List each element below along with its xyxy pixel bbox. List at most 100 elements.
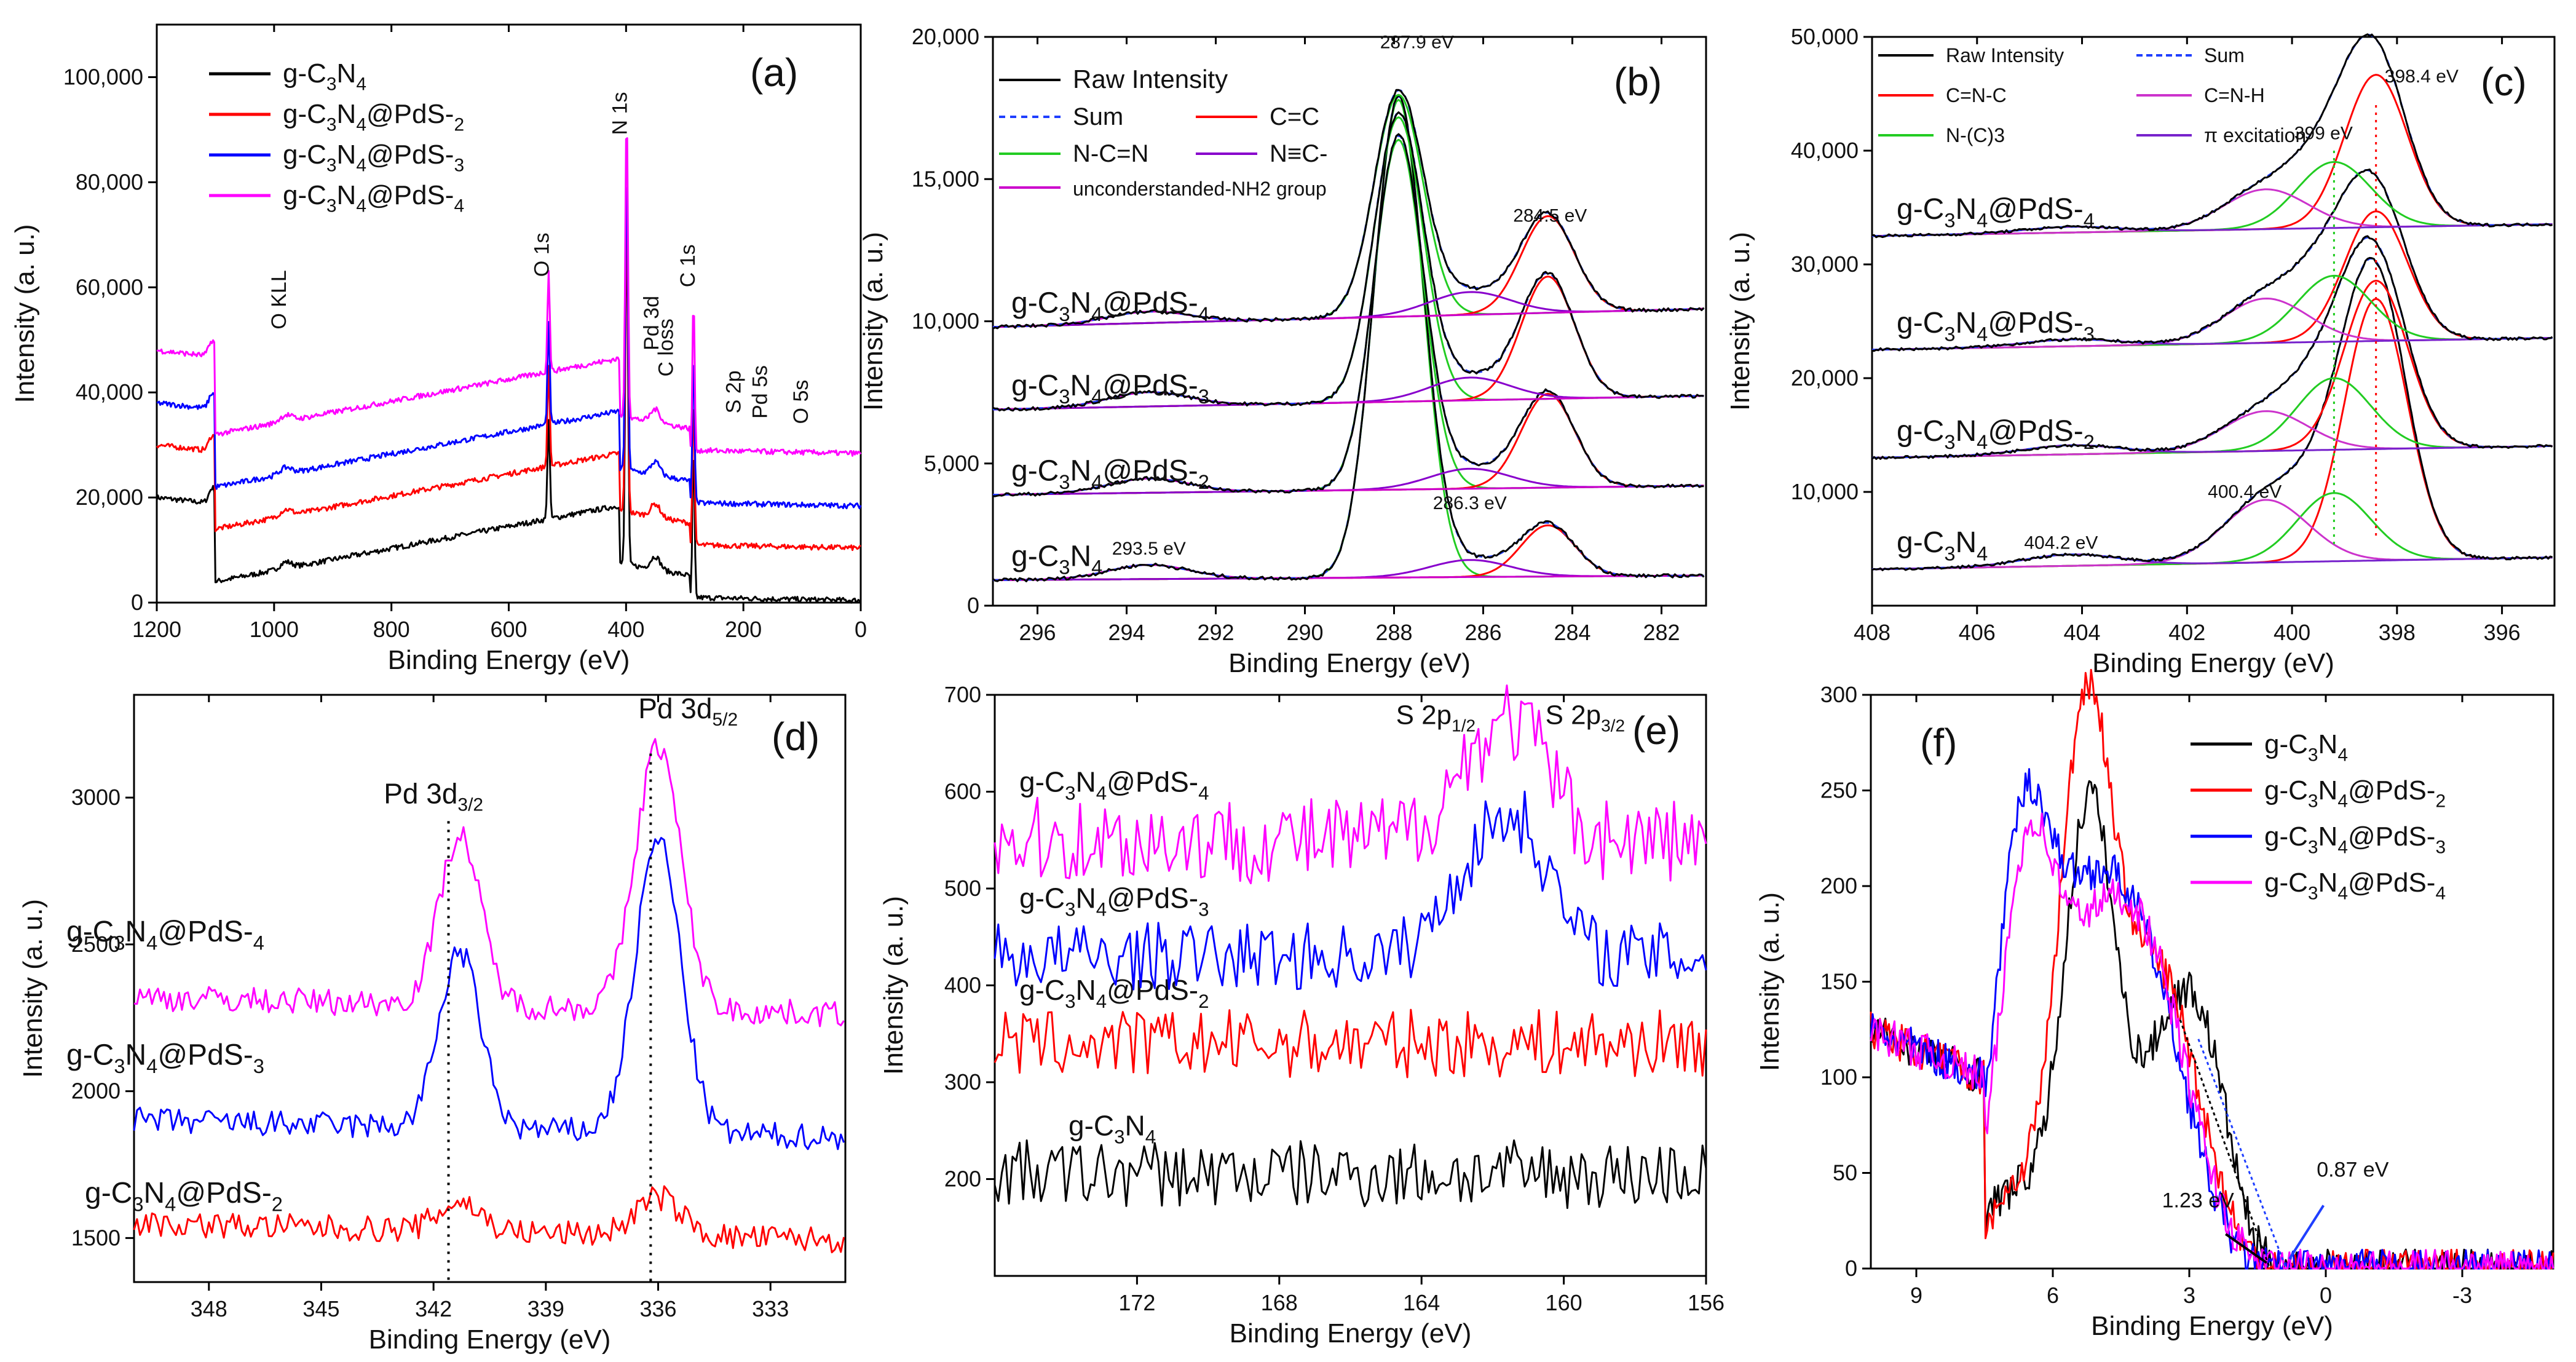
legend-entry: g-C3N4@PdS-3 <box>2264 822 2446 857</box>
raw-line <box>992 133 1704 497</box>
x-axis-title: Binding Energy (eV) <box>369 1324 611 1355</box>
y-tick-label: 10,000 <box>912 309 979 334</box>
plot-frame <box>133 694 847 1283</box>
panel-f: 9 6 3 0 -3 0 50 100 150 200 250 300 Binding Energy (… <box>1755 668 2554 1341</box>
x-tick-label: 9 <box>1910 1283 1922 1308</box>
legend-entry: Raw Intensity <box>1073 65 1228 93</box>
sample-label: g-C3N4 <box>1069 1110 1156 1148</box>
gap-annotation: 1.23 eV <box>2162 1189 2235 1212</box>
x-tick-label: -3 <box>2452 1283 2472 1308</box>
x-axis-title: Binding Energy (eV) <box>388 645 630 675</box>
x-tick-label: 408 <box>1854 620 1891 645</box>
x-tick-label: 172 <box>1118 1290 1155 1315</box>
peak-annotation: C 1s <box>676 244 700 287</box>
y-tick-label: 20,000 <box>76 485 143 510</box>
series-line-0 <box>994 1139 1707 1210</box>
x-tick-label: 200 <box>725 617 762 642</box>
y-tick-label: 60,000 <box>76 274 143 299</box>
y-axis-title: Intensity (a. u.) <box>1725 232 1755 411</box>
x-tick-label: 398 <box>2379 620 2416 645</box>
legend-entry: Sum <box>1073 103 1123 130</box>
peak-label: 286.3 eV <box>1433 493 1507 513</box>
x-tick-label: 164 <box>1403 1290 1440 1315</box>
raw-line <box>1871 168 2553 352</box>
y-tick-label: 3000 <box>71 785 121 810</box>
x-axis-title: Binding Energy (eV) <box>2092 648 2334 678</box>
y-tick-label: 2500 <box>71 932 121 957</box>
y-axis-title: Intensity (a. u.) <box>858 232 888 411</box>
y-tick-label: 100,000 <box>63 64 143 89</box>
y-axis-title: Intensity (a. u.) <box>10 224 40 403</box>
x-tick-label: 396 <box>2484 620 2521 645</box>
y-tick-label: 200 <box>1820 873 1857 898</box>
series-line-2 <box>133 738 845 1027</box>
y-tick-label: 300 <box>1820 682 1857 707</box>
peak-label: 284.5 eV <box>1513 206 1587 226</box>
sample-label: g-C3N4@PdS-4 <box>66 916 264 954</box>
x-tick-label: 1200 <box>132 617 181 642</box>
sum-line <box>1871 257 2553 571</box>
x-tick-label: 292 <box>1197 620 1234 645</box>
legend-entry: Sum <box>2204 44 2245 66</box>
peak-label: Pd 3d5/2 <box>638 692 738 730</box>
series-line-3 <box>994 684 1707 885</box>
x-tick-label: 294 <box>1108 620 1145 645</box>
y-tick-label: 150 <box>1820 969 1857 994</box>
series-line-2 <box>156 187 862 510</box>
x-tick-label: 0 <box>855 617 867 642</box>
series-line-3 <box>156 137 862 457</box>
legend-entry: g-C3N4@PdS-3 <box>283 140 464 175</box>
x-tick-label: 333 <box>752 1296 789 1321</box>
sample-label: g-C3N4@PdS-3 <box>66 1039 264 1077</box>
panel-letter: (a) <box>750 50 798 95</box>
x-tick-label: 1000 <box>250 617 299 642</box>
peak-label: 398.4 eV <box>2385 66 2459 87</box>
y-tick-label: 700 <box>944 682 981 707</box>
legend-entry: N-C=N <box>1073 140 1148 167</box>
y-tick-label: 300 <box>944 1069 981 1095</box>
y-tick-label: 500 <box>944 876 981 901</box>
peak-label: S 2p3/2 <box>1546 700 1625 735</box>
sample-label: g-C3N4@PdS-3 <box>1011 370 1209 408</box>
legend-entry: N≡C- <box>1270 140 1327 167</box>
sample-label: g-C3N4@PdS-4 <box>1011 287 1209 325</box>
x-tick-label: 400 <box>2274 620 2310 645</box>
legend-entry: g-C3N4@PdS-4 <box>2264 868 2446 903</box>
sample-label: g-C3N4@PdS-4 <box>1897 193 2095 231</box>
fit-component <box>993 477 1704 496</box>
panel-letter: (e) <box>1632 708 1680 753</box>
raw-line <box>992 94 1705 582</box>
tangent-line <box>2197 1039 2288 1269</box>
plot-frame <box>156 23 862 604</box>
x-tick-label: 0 <box>2320 1283 2332 1308</box>
raw-line <box>1871 256 2553 571</box>
panel-letter: (c) <box>2481 60 2527 104</box>
peak-annotation: C loss <box>655 319 678 376</box>
x-tick-label: 348 <box>191 1296 227 1321</box>
legend-entry: C=N-C <box>1946 84 2007 106</box>
y-tick-label: 600 <box>944 779 981 804</box>
fit-component <box>993 98 1704 581</box>
panel-d: 348 345 342 339 336 333 1500 2000 2500 3000 Bindin… <box>18 692 847 1355</box>
sample-label: g-C3N4@PdS-3 <box>1897 307 2095 345</box>
legend-entry: g-C3N4@PdS-2 <box>2264 775 2446 811</box>
x-tick-label: 342 <box>415 1296 452 1321</box>
peak-annotation: O 1s <box>530 232 553 277</box>
raw-line <box>1871 33 2553 239</box>
legend-entry: N-(C)3 <box>1946 124 2005 146</box>
peak-label: 404.2 eV <box>2024 533 2098 553</box>
y-tick-label: 20,000 <box>912 24 979 49</box>
x-axis-title: Binding Energy (eV) <box>2091 1311 2333 1341</box>
legend-entry: C=N-H <box>2204 84 2265 106</box>
peak-annotation: O 5s <box>789 380 813 424</box>
series-line-3 <box>1870 812 2554 1270</box>
legend-entry: π excitation <box>2204 124 2306 146</box>
y-tick-label: 10,000 <box>1791 479 1859 504</box>
y-axis-title: Intensity (a. u.) <box>18 899 48 1078</box>
sample-label: g-C3N4@PdS-2 <box>85 1177 283 1215</box>
panel-a: 1200 1000 800 600 400 200 0 0 20,000 40,000 60,000… <box>10 23 867 675</box>
x-tick-label: 160 <box>1546 1290 1582 1315</box>
x-tick-label: 296 <box>1019 620 1056 645</box>
x-tick-label: 290 <box>1286 620 1323 645</box>
